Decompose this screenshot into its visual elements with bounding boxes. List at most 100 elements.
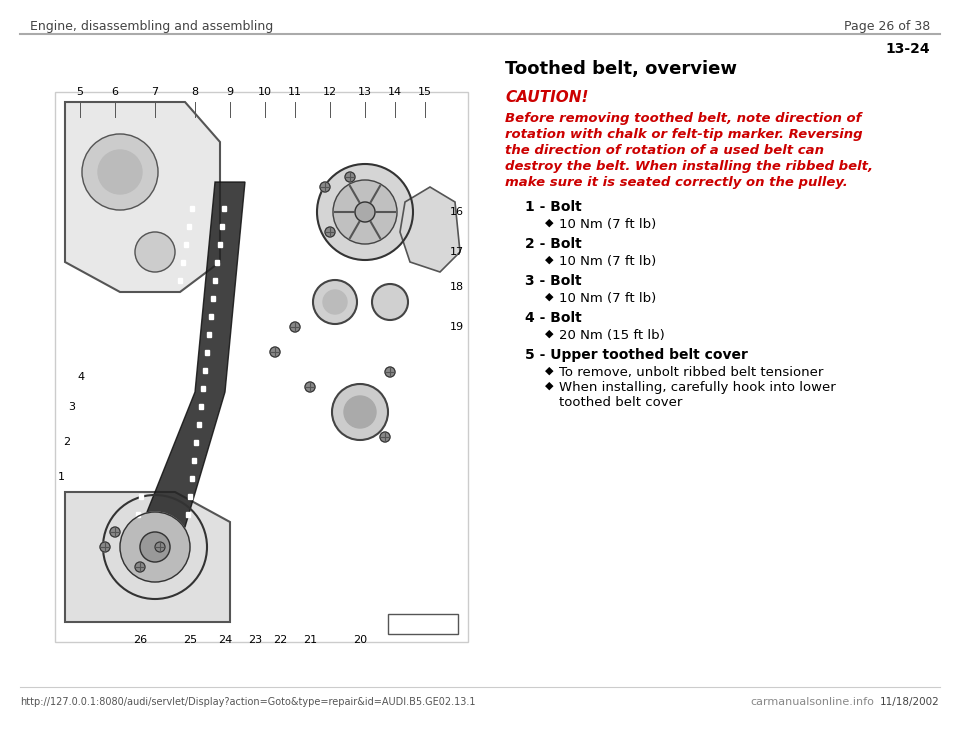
Circle shape [103, 495, 207, 599]
Bar [180, 260, 184, 265]
Text: carmanualsonline.info: carmanualsonline.info [750, 697, 874, 707]
Text: 22: 22 [273, 635, 287, 645]
Bar [215, 260, 220, 265]
Circle shape [333, 180, 397, 244]
Circle shape [317, 164, 413, 260]
Text: 21: 21 [303, 635, 317, 645]
Text: 24: 24 [218, 635, 232, 645]
Text: ◆: ◆ [545, 366, 554, 376]
Bar [209, 314, 213, 319]
Text: Toothed belt, overview: Toothed belt, overview [505, 60, 737, 78]
Text: rotation with chalk or felt-tip marker. Reversing: rotation with chalk or felt-tip marker. … [505, 128, 863, 141]
Bar [149, 440, 153, 445]
Polygon shape [135, 182, 245, 542]
Text: 14: 14 [388, 87, 402, 97]
Text: 11/18/2002: 11/18/2002 [880, 697, 940, 707]
Bar [218, 242, 222, 247]
Text: When installing, carefully hook into lower: When installing, carefully hook into low… [559, 381, 836, 394]
Text: 10 Nm (7 ft lb): 10 Nm (7 ft lb) [559, 255, 657, 268]
Bar [146, 458, 150, 463]
Bar [388, 614, 458, 634]
Text: A13-0123: A13-0123 [397, 619, 448, 629]
Circle shape [155, 542, 165, 552]
Circle shape [82, 134, 158, 210]
Text: 10 Nm (7 ft lb): 10 Nm (7 ft lb) [559, 218, 657, 231]
Bar [171, 314, 175, 319]
Circle shape [385, 367, 395, 377]
Text: 25: 25 [183, 635, 197, 645]
Text: ◆: ◆ [545, 292, 554, 302]
Text: 23: 23 [248, 635, 262, 645]
Circle shape [305, 382, 315, 392]
Text: make sure it is seated correctly on the pulley.: make sure it is seated correctly on the … [505, 176, 848, 189]
Text: 13-24: 13-24 [885, 42, 930, 56]
Text: ◆: ◆ [545, 329, 554, 339]
Circle shape [372, 284, 408, 320]
Text: 8: 8 [191, 87, 199, 97]
Circle shape [290, 322, 300, 332]
Text: http://127.0.0.1:8080/audi/servlet/Display?action=Goto&type=repair&id=AUDI.B5.GE: http://127.0.0.1:8080/audi/servlet/Displ… [20, 697, 475, 707]
Text: 10: 10 [258, 87, 272, 97]
Text: 10 Nm (7 ft lb): 10 Nm (7 ft lb) [559, 292, 657, 305]
Text: 4: 4 [78, 372, 85, 382]
Text: 1 - Bolt: 1 - Bolt [525, 200, 582, 214]
Text: toothed belt cover: toothed belt cover [559, 396, 683, 409]
Circle shape [380, 432, 390, 442]
Text: 15: 15 [418, 87, 432, 97]
Bar [175, 296, 179, 301]
Bar [187, 224, 191, 229]
Bar [190, 206, 194, 211]
Circle shape [110, 527, 120, 537]
Bar [207, 332, 211, 337]
Text: destroy the belt. When installing the ribbed belt,: destroy the belt. When installing the ri… [505, 160, 873, 173]
Text: ◆: ◆ [545, 255, 554, 265]
Text: 16: 16 [450, 207, 464, 217]
Circle shape [135, 232, 175, 272]
Text: 3 - Bolt: 3 - Bolt [525, 274, 582, 288]
Bar [142, 476, 146, 481]
Bar [186, 512, 190, 517]
Polygon shape [65, 492, 230, 622]
Bar [136, 512, 140, 517]
Bar [55, 92, 468, 642]
Text: Page 26 of 38: Page 26 of 38 [844, 20, 930, 33]
Text: 3: 3 [68, 402, 75, 412]
Bar [197, 422, 201, 427]
Bar [184, 242, 188, 247]
Bar [201, 386, 204, 391]
Bar [188, 494, 192, 499]
Bar [190, 476, 194, 481]
Bar [211, 296, 215, 301]
Text: 26: 26 [132, 635, 147, 645]
Bar [194, 440, 199, 445]
Text: 17: 17 [450, 247, 464, 257]
Circle shape [140, 532, 170, 562]
Circle shape [270, 347, 280, 357]
Text: 5: 5 [77, 87, 84, 97]
Text: the direction of rotation of a used belt can: the direction of rotation of a used belt… [505, 144, 824, 157]
Bar [178, 278, 181, 283]
Text: 4 - Bolt: 4 - Bolt [525, 311, 582, 325]
Bar [213, 278, 217, 283]
Circle shape [332, 384, 388, 440]
Bar [203, 368, 206, 373]
Circle shape [120, 512, 190, 582]
Text: CAUTION!: CAUTION! [505, 90, 588, 105]
Circle shape [344, 396, 376, 428]
Circle shape [320, 182, 330, 192]
Bar [168, 332, 172, 337]
Text: 20: 20 [353, 635, 367, 645]
Text: To remove, unbolt ribbed belt tensioner: To remove, unbolt ribbed belt tensioner [559, 366, 824, 379]
Text: ◆: ◆ [545, 218, 554, 228]
Circle shape [100, 542, 110, 552]
Circle shape [325, 227, 335, 237]
Text: 1: 1 [58, 472, 65, 482]
Bar [204, 350, 209, 355]
Text: 19: 19 [450, 322, 464, 332]
Circle shape [135, 562, 145, 572]
Circle shape [323, 290, 347, 314]
Bar [161, 368, 165, 373]
Bar [152, 422, 156, 427]
Text: 12: 12 [323, 87, 337, 97]
Bar [158, 386, 162, 391]
